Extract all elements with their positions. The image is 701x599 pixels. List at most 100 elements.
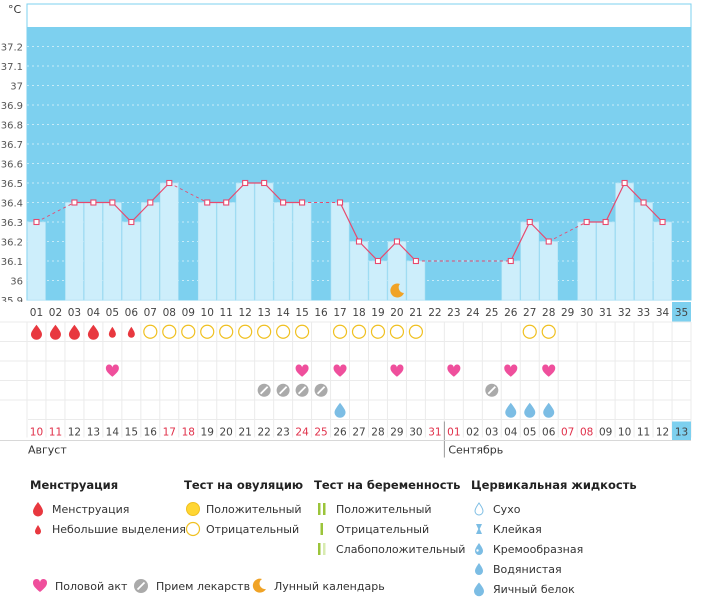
legend-intercourse: Половой акт	[31, 578, 127, 594]
y-tick-label: 37.1	[1, 62, 23, 73]
intercourse-heart	[295, 364, 309, 377]
temperature-bar	[141, 202, 160, 301]
legend-title: Тест на овуляцию	[184, 478, 304, 492]
pregnancy-positive-icon	[318, 503, 326, 515]
cycle-day-label: 01	[30, 307, 43, 319]
cycle-day-label: 22	[428, 307, 441, 319]
temperature-point	[128, 218, 135, 226]
legend-title: Тест на беременность	[314, 478, 461, 492]
date-label: 01	[447, 427, 460, 439]
legend-label: Положительный	[336, 502, 432, 516]
legend-item: Клейкая	[471, 519, 637, 539]
date-label: 13	[87, 427, 100, 439]
legend-label: Яичный белок	[493, 582, 575, 596]
moon-icon	[390, 283, 404, 298]
temperature-point	[583, 218, 590, 226]
cycle-day-label: 12	[238, 307, 251, 319]
ovulation-test-negative	[257, 324, 272, 339]
date-label: 29	[390, 427, 403, 439]
cycle-day-label: 02	[49, 307, 62, 319]
cycle-day-label: 33	[637, 307, 650, 319]
cycle-day-row	[0, 302, 701, 322]
date-label: 12	[68, 427, 81, 439]
temperature-bar	[406, 260, 426, 301]
legend-item: Кремообразная	[471, 539, 637, 559]
ovulation-test-negative	[238, 324, 253, 339]
y-tick-label: 35.9	[1, 296, 23, 307]
temperature-line	[130, 202, 151, 223]
temperature-point	[147, 199, 154, 206]
legend-label: Водянистая	[493, 562, 562, 576]
temperature-bar	[539, 241, 559, 301]
ovulation-test-negative	[200, 324, 215, 339]
y-tick-label: 36.5	[1, 179, 23, 190]
temperature-bar	[501, 260, 521, 301]
legend-label: Небольшие выделения	[52, 522, 186, 536]
date-label: 11	[637, 427, 650, 439]
pregnancy-negative-icon	[320, 523, 323, 535]
date-label: 28	[371, 427, 384, 439]
legend-title: Цервикальная жидкость	[471, 478, 637, 492]
legend-label: Кремообразная	[493, 542, 584, 556]
legend-label: Отрицательный	[206, 522, 300, 536]
date-label: 10	[30, 427, 43, 439]
legend-label: Отрицательный	[336, 522, 430, 536]
date-label: 06	[542, 427, 556, 439]
legend-label: Клейкая	[493, 522, 542, 536]
intercourse-heart	[504, 364, 518, 377]
ovulation-test-negative	[162, 324, 177, 339]
temperature-bar	[84, 202, 103, 301]
temperature-bar	[653, 221, 672, 301]
cycle-day-label: 09	[182, 307, 195, 319]
temperature-point	[280, 199, 287, 206]
legend-item: Положительный	[314, 499, 465, 519]
date-label: 15	[125, 427, 138, 439]
y-tick-label: 36.8	[1, 121, 23, 132]
temperature-bar	[103, 202, 122, 301]
menstruation-drop	[87, 324, 99, 340]
temperature-bar	[65, 202, 84, 301]
temperature-point	[242, 179, 249, 187]
legend-item: Яичный белок	[471, 579, 637, 599]
temperature-point	[166, 179, 173, 187]
temperature-point	[412, 257, 419, 265]
small-drop-icon	[35, 525, 41, 535]
temperature-point	[355, 238, 363, 245]
date-label: 18	[182, 427, 195, 439]
intercourse-heart	[447, 364, 461, 377]
legend-item: Отрицательный	[314, 519, 465, 539]
cycle-day-label: 05	[106, 307, 119, 319]
temperature-point	[393, 238, 400, 245]
ovulation-negative-icon	[185, 521, 201, 537]
temperature-point	[261, 179, 268, 187]
cycle-day-label: 28	[542, 307, 555, 319]
legend-item: Отрицательный	[184, 519, 303, 539]
temperature-point	[545, 238, 552, 245]
ovulation-test-negative	[181, 324, 196, 339]
cycle-day-label: 06	[125, 307, 139, 319]
cycle-day-label: 25	[485, 307, 498, 319]
temperature-bar	[273, 202, 293, 301]
date-label: 25	[314, 427, 327, 439]
temperature-point	[223, 199, 230, 206]
y-tick-label: 36.6	[1, 160, 23, 171]
cycle-day-label: 10	[201, 307, 214, 319]
intercourse-heart	[390, 364, 404, 377]
date-label: 20	[220, 427, 233, 439]
cycle-day-label: 23	[447, 307, 460, 319]
temperature-bar	[577, 221, 596, 301]
temperature-point	[602, 218, 609, 226]
y-tick-label: 36.9	[1, 101, 23, 112]
ovulation-test-negative	[219, 324, 234, 339]
moon-icon	[252, 578, 266, 593]
date-label: 17	[163, 427, 176, 439]
temperature-line	[358, 241, 379, 262]
date-label: 12	[656, 427, 669, 439]
temperature-point	[90, 199, 97, 206]
heart-icon	[32, 578, 48, 592]
temperature-bar	[615, 182, 634, 301]
temperature-line	[529, 221, 550, 242]
date-label: 21	[238, 427, 251, 439]
legend-item: Сухо	[471, 499, 637, 519]
cycle-day-label: 08	[163, 307, 176, 319]
